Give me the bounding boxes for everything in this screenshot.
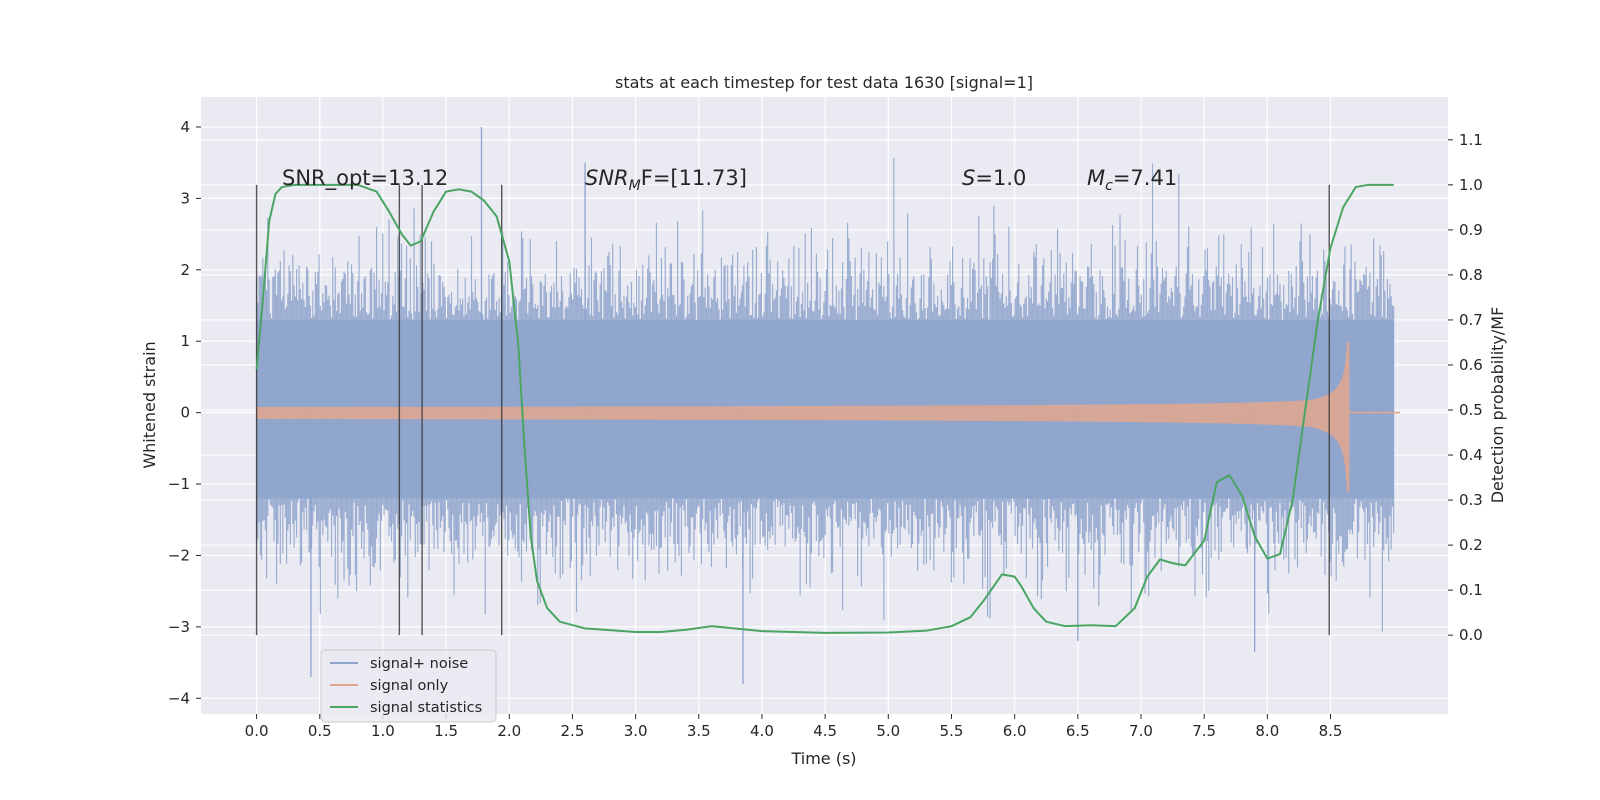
y-tick-label-3: −1 [168, 475, 190, 493]
x-tick-label-1: 0.5 [308, 722, 332, 740]
x-tick-label-8: 4.0 [750, 722, 774, 740]
y-tick-label-0: −4 [168, 689, 190, 707]
x-tick-label-10: 5.0 [876, 722, 900, 740]
x-axis-ticks: 0.0 0.5 1.0 1.5 2.0 2.5 3.0 3.5 4.0 4.5 5.0 5.5 6.0 6… [245, 714, 1343, 740]
x-tick-label-5: 2.5 [561, 722, 585, 740]
y-tick-label-5: 1 [180, 332, 190, 350]
signal-only-series [256, 341, 1400, 493]
x-tick-label-9: 4.5 [813, 722, 837, 740]
signal-only-envelope [256, 341, 1350, 493]
x-tick-label-13: 6.5 [1066, 722, 1090, 740]
annotation-mc: Mc=7.41 [1087, 166, 1177, 194]
y2-tick-label-3: 0.3 [1459, 491, 1483, 509]
annotation-snr-mf: SNRMF=[11.73] [585, 166, 747, 194]
x-tick-label-0: 0.0 [245, 722, 269, 740]
x-tick-label-6: 3.0 [624, 722, 648, 740]
y2-tick-label-4: 0.4 [1459, 446, 1483, 464]
y2-tick-label-10: 1.0 [1459, 176, 1483, 194]
y-axis-ticks: −4 −3 −2 −1 0 1 2 3 4 [168, 118, 201, 707]
vertical-markers [255, 184, 1330, 636]
signal-statistics-series [255, 183, 1394, 634]
legend-box [320, 649, 497, 723]
x-tick-label-3: 1.5 [434, 722, 458, 740]
legend-label-signal-only: signal only [370, 678, 449, 694]
y-tick-label-8: 4 [180, 118, 190, 136]
y-tick-label-6: 2 [180, 261, 190, 279]
x-tick-label-16: 8.0 [1255, 722, 1279, 740]
y-tick-label-4: 0 [180, 404, 190, 422]
y2-tick-label-2: 0.2 [1459, 536, 1483, 554]
y-tick-label-1: −3 [168, 618, 190, 636]
x-tick-label-15: 7.5 [1192, 722, 1216, 740]
x-tick-label-4: 2.0 [497, 722, 521, 740]
y2-tick-label-5: 0.5 [1459, 401, 1483, 419]
x-tick-label-7: 3.5 [687, 722, 711, 740]
annotation-snr-opt: SNR_opt=13.12 [282, 166, 448, 191]
x-tick-label-11: 5.5 [940, 722, 964, 740]
y-tick-label-7: 3 [180, 189, 190, 207]
legend-label-signal-noise: signal+ noise [370, 656, 468, 672]
legend-label-signal-statistics: signal statistics [370, 700, 482, 716]
y-tick-label-2: −2 [168, 546, 190, 564]
y2-tick-label-11: 1.1 [1459, 131, 1483, 149]
y2-tick-label-9: 0.9 [1459, 221, 1483, 239]
y2-tick-label-8: 0.8 [1459, 266, 1483, 284]
y2-axis-ticks: 0.0 0.1 0.2 0.3 0.4 0.5 0.6 0.7 0.8 0.9 1.0 1.1 [1448, 131, 1483, 644]
chart-title: stats at each timestep for test data 163… [615, 73, 1033, 92]
y2-tick-label-6: 0.6 [1459, 356, 1483, 374]
legend: signal+ noise signal only signal statist… [320, 649, 497, 723]
x-tick-label-12: 6.0 [1003, 722, 1027, 740]
x-axis-title: Time (s) [790, 749, 856, 768]
signal-statistics-line [255, 183, 1394, 634]
x-tick-label-2: 1.0 [371, 722, 395, 740]
x-tick-label-14: 7.0 [1129, 722, 1153, 740]
y2-tick-label-7: 0.7 [1459, 311, 1483, 329]
y2-tick-label-1: 0.1 [1459, 581, 1483, 599]
x-tick-label-17: 8.5 [1319, 722, 1343, 740]
annotation-s: S=1.0 [962, 166, 1026, 190]
y2-tick-label-0: 0.0 [1459, 626, 1483, 644]
y2-axis-title: Detection probability/MF [1488, 307, 1507, 504]
y-axis-title: Whitened strain [140, 341, 159, 468]
